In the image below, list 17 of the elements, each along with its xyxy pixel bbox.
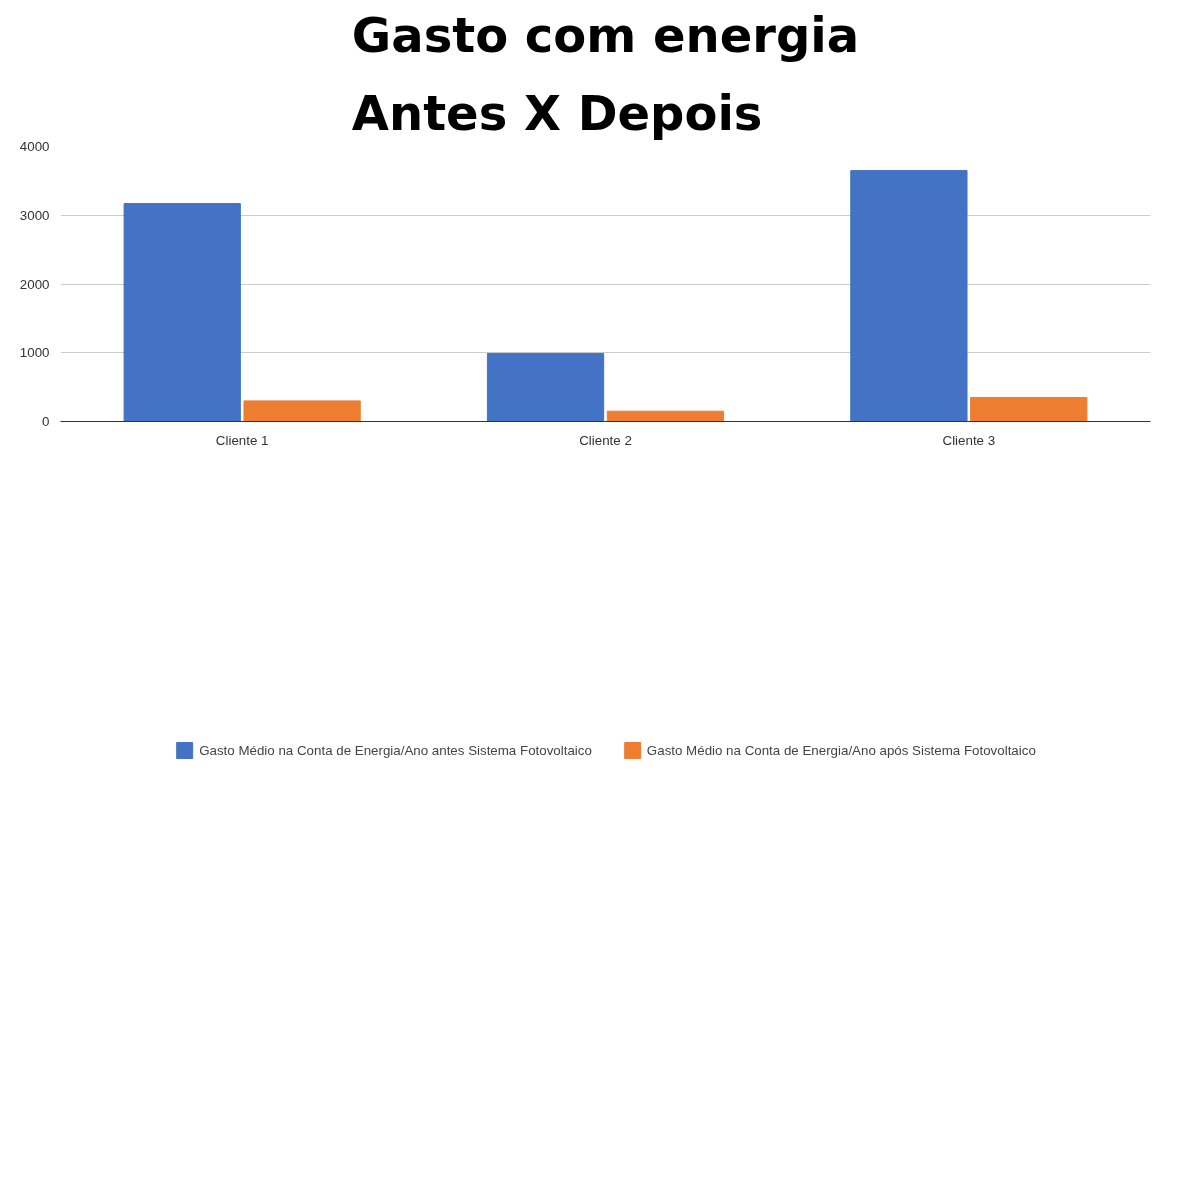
y-tick-label: 4000 — [19, 139, 50, 154]
legend-label: Gasto Médio na Conta de Energia/Ano antes Sistema Fotovoltaico — [199, 742, 592, 758]
bar — [123, 203, 241, 422]
y-tick-label: 1000 — [19, 345, 50, 361]
bar — [243, 400, 361, 422]
x-tick-label: Cliente 3 — [942, 432, 996, 448]
bar — [486, 352, 605, 422]
bar — [970, 396, 1088, 422]
y-tick-label: 2000 — [19, 276, 50, 292]
bar — [850, 170, 968, 422]
y-tick-label: 0 — [42, 414, 50, 429]
chart-title: Gasto com energia Antes X Depois — [351, 7, 860, 142]
y-tick-label: 3000 — [19, 207, 50, 223]
x-tick-label: Cliente 1 — [215, 432, 269, 448]
legend-label: Gasto Médio na Conta de Energia/Ano após Sistema Fotovoltaico — [646, 742, 1036, 758]
bar — [606, 410, 725, 422]
x-tick-label: Cliente 2 — [579, 432, 632, 448]
